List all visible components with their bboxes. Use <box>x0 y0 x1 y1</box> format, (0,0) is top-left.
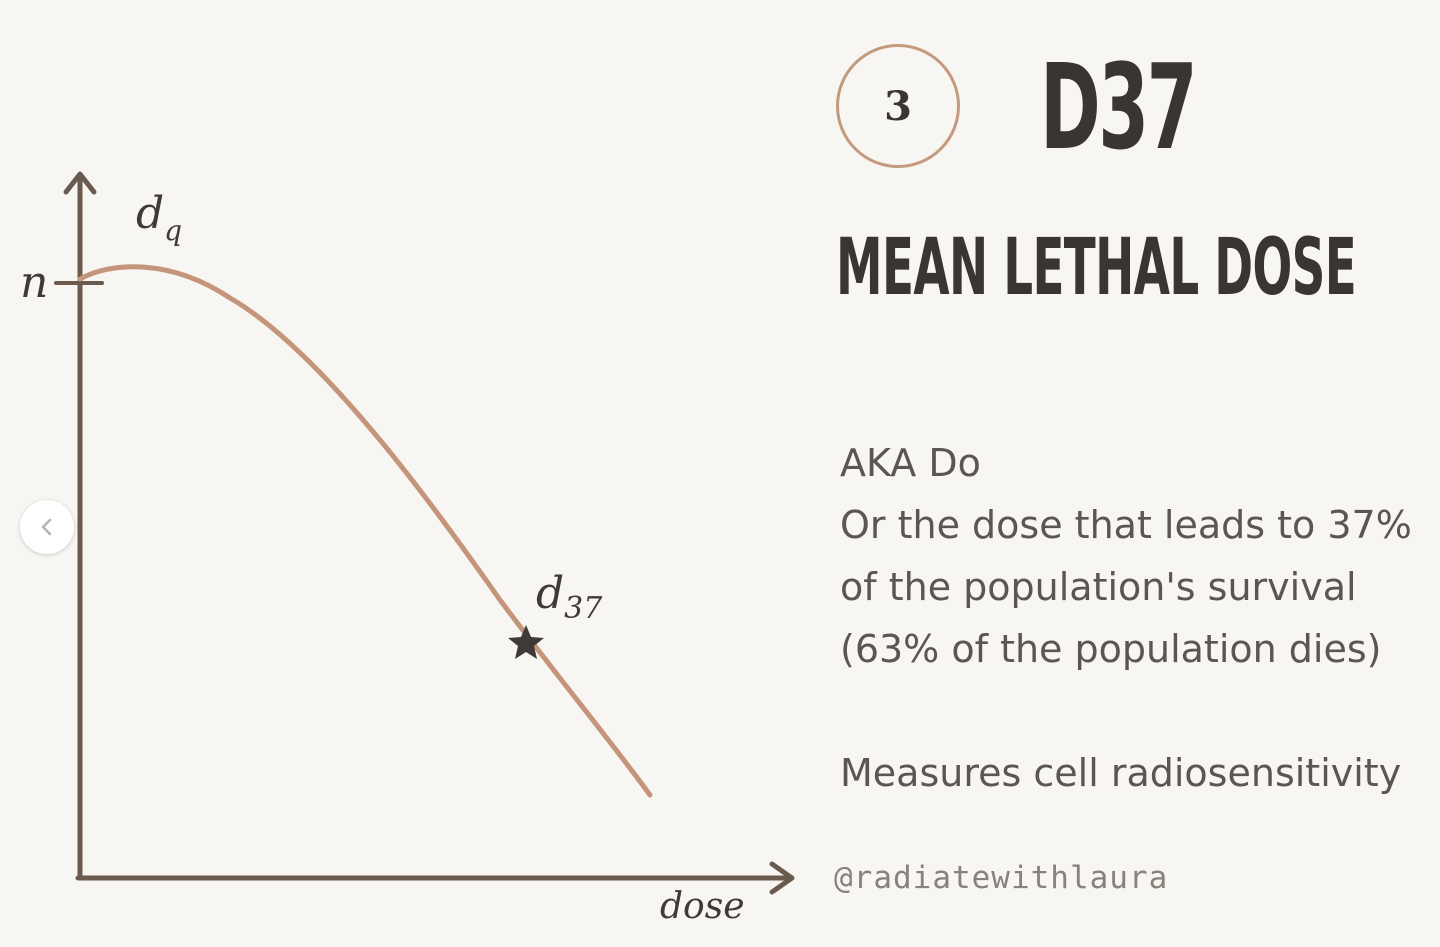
shoulder-label-main: d <box>136 188 164 239</box>
chevron-left-icon <box>41 518 52 536</box>
previous-slide-button[interactable] <box>20 500 74 554</box>
d37-label-subscript: 37 <box>564 591 603 626</box>
x-axis-label: dose <box>660 886 745 927</box>
author-handle: @radiatewithlaura <box>834 860 1169 896</box>
step-number-badge: 3 <box>836 44 960 168</box>
d37-star-marker <box>508 625 544 659</box>
x-axis-arrowhead <box>769 861 795 895</box>
y-axis-arrowhead <box>63 171 97 195</box>
description-line-definition-2: of the population's survival <box>840 565 1357 609</box>
d37-label: d37 <box>536 568 603 626</box>
description-line-definition-3: (63% of the population dies) <box>840 627 1382 671</box>
description-line-definition-1: Or the dose that leads to 37% <box>840 503 1412 547</box>
survival-curve <box>77 264 653 798</box>
description-line-aka: AKA Do <box>840 441 981 485</box>
shoulder-label: dq <box>136 188 182 247</box>
y-tick-label-n: n <box>20 257 48 308</box>
description-line-measures: Measures cell radiosensitivity <box>840 751 1402 795</box>
page-subtitle: MEAN LETHAL DOSE <box>836 223 1357 313</box>
step-number: 3 <box>884 82 912 130</box>
d37-label-main: d <box>536 568 564 619</box>
shoulder-label-subscript: q <box>164 214 182 247</box>
page-title: D37 <box>1040 38 1198 176</box>
